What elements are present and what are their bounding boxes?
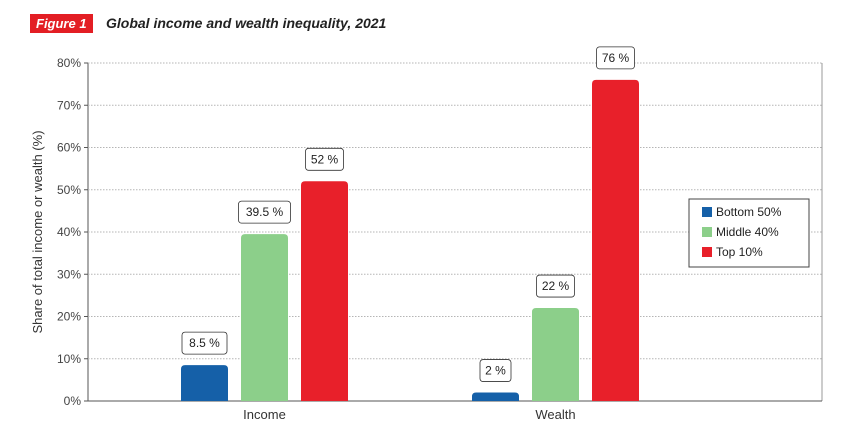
y-tick-label: 70% — [57, 98, 81, 112]
legend-swatch — [702, 207, 712, 217]
bar — [472, 392, 519, 401]
y-tick-label: 20% — [57, 310, 81, 324]
y-tick-label: 80% — [57, 56, 81, 70]
bar — [592, 79, 639, 402]
y-tick-label: 50% — [57, 183, 81, 197]
data-label-box — [238, 200, 291, 224]
legend-swatch — [702, 227, 712, 237]
bar — [241, 234, 288, 401]
data-label-box — [181, 331, 228, 355]
legend-label: Middle 40% — [716, 225, 779, 239]
data-label: 39.5 % — [246, 205, 284, 219]
chart-title: Global income and wealth inequality, 202… — [106, 15, 387, 31]
y-axis-label: Share of total income or wealth (%) — [30, 130, 45, 333]
data-label-box — [479, 359, 512, 382]
data-label-box — [305, 147, 344, 171]
data-label-box — [596, 46, 635, 70]
data-label: 8.5 % — [189, 336, 220, 350]
data-label-box — [536, 274, 575, 298]
y-tick-label: 0% — [64, 394, 82, 408]
data-label: 22 % — [542, 279, 570, 293]
bar — [181, 365, 228, 401]
x-category-label: Wealth — [535, 407, 575, 422]
legend-label: Top 10% — [716, 245, 763, 259]
data-label: 76 % — [602, 51, 630, 65]
legend-label: Bottom 50% — [716, 205, 782, 219]
figure-number-badge: Figure 1 — [30, 14, 93, 33]
y-tick-label: 60% — [57, 141, 81, 155]
legend-swatch — [702, 247, 712, 257]
y-tick-label: 10% — [57, 352, 81, 366]
bar — [532, 308, 579, 401]
y-tick-label: 40% — [57, 225, 81, 239]
data-label: 2 % — [485, 364, 506, 378]
bar — [301, 181, 348, 401]
x-category-label: Income — [243, 407, 286, 422]
y-tick-label: 30% — [57, 267, 81, 281]
data-label: 52 % — [311, 152, 339, 166]
